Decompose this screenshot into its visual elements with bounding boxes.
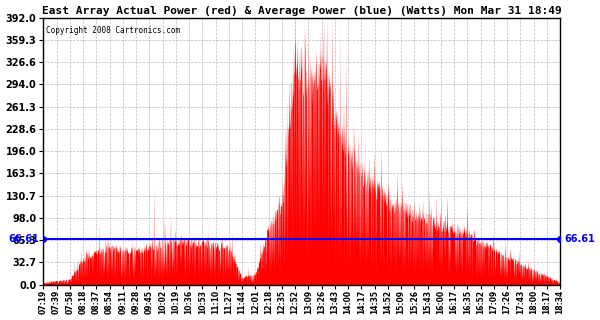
Text: 66.61: 66.61 — [8, 234, 40, 244]
Text: 66.61: 66.61 — [564, 234, 595, 244]
Text: Copyright 2008 Cartronics.com: Copyright 2008 Cartronics.com — [46, 26, 180, 35]
Title: East Array Actual Power (red) & Average Power (blue) (Watts) Mon Mar 31 18:49: East Array Actual Power (red) & Average … — [42, 5, 562, 16]
